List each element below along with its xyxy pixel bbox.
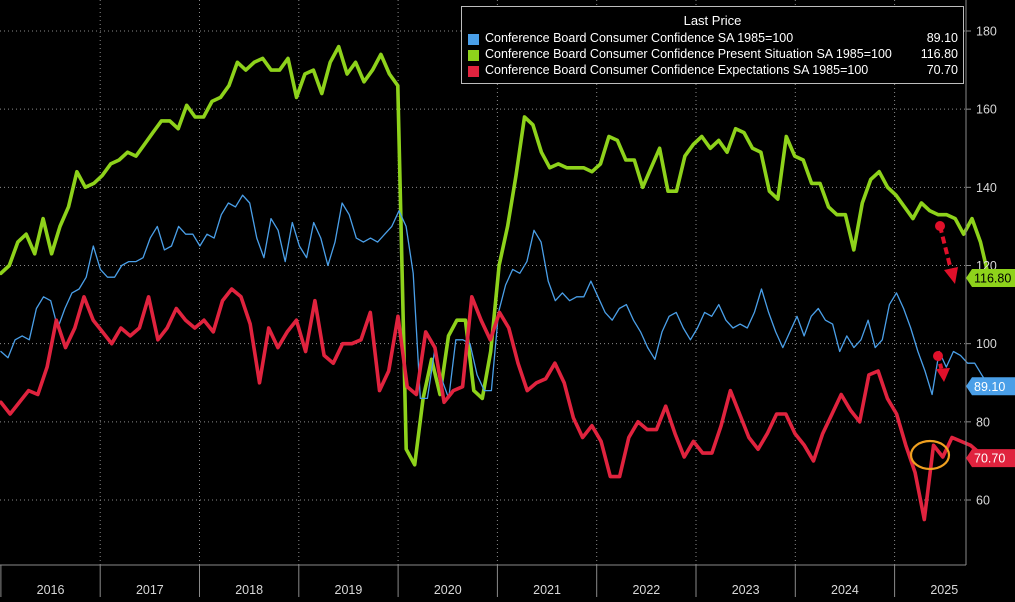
y-tick-label: 60 bbox=[976, 494, 990, 508]
y-tick-label: 80 bbox=[976, 415, 990, 429]
series-line bbox=[0, 44, 991, 467]
legend-value: 89.10 bbox=[926, 31, 958, 45]
last-value-tags: 89.10 116.80 70.70 bbox=[966, 269, 1015, 468]
legend-item-confidence: Conference Board Consumer Confidence SA … bbox=[468, 31, 958, 48]
y-tick-label: 140 bbox=[976, 181, 997, 195]
annotations bbox=[909, 221, 958, 471]
x-tick-label: 2023 bbox=[732, 583, 760, 597]
legend-label: Conference Board Consumer Confidence Pre… bbox=[485, 47, 892, 61]
series-line bbox=[0, 194, 990, 400]
x-axis: 2016 2017 2018 2019 2020 2021 2022 2023 2024 2025 bbox=[0, 564, 966, 597]
arrow-dot-confidence bbox=[933, 351, 943, 361]
x-tick-label: 2016 bbox=[37, 583, 65, 597]
legend-swatch bbox=[468, 50, 479, 61]
tag-label: 116.80 bbox=[974, 272, 1011, 286]
x-tick-label: 2020 bbox=[434, 583, 462, 597]
legend-item-present-situation: Conference Board Consumer Confidence Pre… bbox=[468, 47, 958, 64]
x-tick-label: 2024 bbox=[831, 583, 859, 597]
x-tick-label: 2021 bbox=[533, 583, 561, 597]
down-arrow-icon bbox=[936, 368, 950, 382]
legend-header: Last Price bbox=[683, 13, 742, 28]
legend: Last Price Conference Board Consumer Con… bbox=[461, 6, 964, 84]
x-tick-label: 2025 bbox=[930, 583, 958, 597]
legend-label: Conference Board Consumer Confidence SA … bbox=[485, 31, 794, 45]
last-value-tag: 89.10 bbox=[966, 377, 1015, 396]
tag-label: 89.10 bbox=[974, 380, 1005, 394]
x-tick-label: 2022 bbox=[632, 583, 660, 597]
series-line bbox=[0, 287, 991, 522]
y-tick-label: 180 bbox=[976, 25, 997, 39]
x-tick-label: 2017 bbox=[136, 583, 164, 597]
legend-value: 116.80 bbox=[920, 47, 958, 61]
legend-item-expectations: Conference Board Consumer Confidence Exp… bbox=[468, 63, 958, 80]
y-tick-label: 100 bbox=[976, 337, 997, 351]
tag-label: 70.70 bbox=[974, 452, 1005, 466]
highlight-circle bbox=[909, 439, 951, 471]
legend-value: 70.70 bbox=[926, 63, 958, 77]
legend-label: Conference Board Consumer Confidence Exp… bbox=[485, 63, 869, 77]
last-value-tag: 70.70 bbox=[966, 449, 1015, 468]
tag-shape bbox=[966, 269, 1015, 288]
y-tick-label: 160 bbox=[976, 103, 997, 117]
series-lines bbox=[0, 44, 991, 522]
last-value-tag: 116.80 bbox=[966, 269, 1015, 288]
arrow-dot-present bbox=[935, 221, 945, 231]
tag-shape bbox=[966, 449, 1015, 468]
arrow-shaft-present bbox=[938, 225, 953, 271]
x-tick-label: 2018 bbox=[235, 583, 263, 597]
grid bbox=[0, 0, 966, 565]
legend-swatch bbox=[468, 66, 479, 77]
x-tick-label: 2019 bbox=[335, 583, 363, 597]
legend-swatch bbox=[468, 34, 479, 45]
down-arrow-icon bbox=[944, 267, 958, 284]
tag-shape bbox=[966, 377, 1015, 396]
